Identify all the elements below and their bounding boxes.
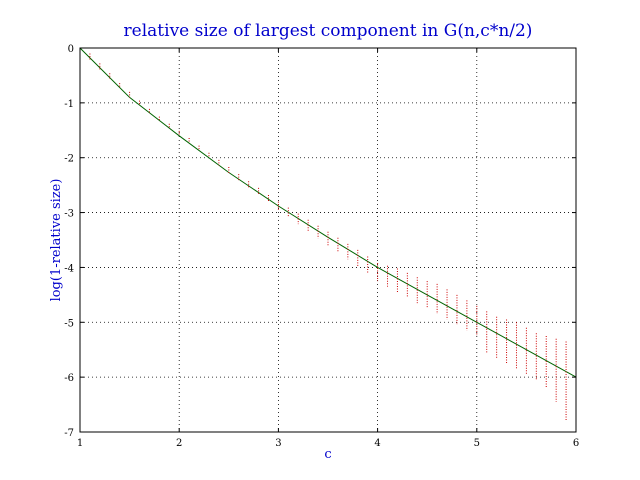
plot-series <box>79 47 577 422</box>
y-tick-label: -1 <box>64 99 74 110</box>
y-tick-label: -7 <box>64 428 74 439</box>
x-tick-label: 5 <box>474 438 480 449</box>
x-tick-label: 2 <box>176 438 182 449</box>
y-tick-label: -3 <box>64 209 74 220</box>
x-tick-label: 1 <box>77 438 83 449</box>
chart-title: relative size of largest component in G(… <box>124 21 533 41</box>
x-axis-label: c <box>324 447 331 462</box>
y-tick-label: 0 <box>68 44 74 55</box>
x-tick-label: 3 <box>275 438 281 449</box>
y-tick-label: -2 <box>64 154 74 165</box>
y-tick-label: -4 <box>64 263 74 274</box>
plot-frame <box>79 47 577 433</box>
grid-lines <box>80 48 576 432</box>
y-tick-label: -6 <box>64 373 74 384</box>
x-tick-label: 6 <box>573 438 579 449</box>
axis-ticks: 1 2 3 4 5 6 0 -1 -2 -3 -4 -5 -6 -7 <box>64 44 579 449</box>
y-axis-label: log(1-relative size) <box>49 179 64 302</box>
x-tick-label: 4 <box>374 438 380 449</box>
y-tick-label: -5 <box>64 318 74 329</box>
